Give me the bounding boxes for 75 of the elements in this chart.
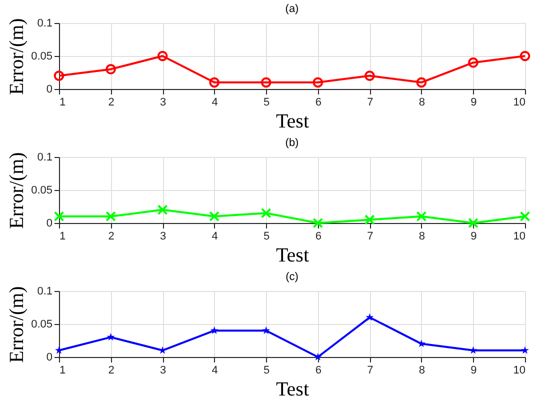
chart-title: (a) [285,3,299,15]
x-tick-label: 10 [513,230,526,242]
x-tick-label: 4 [212,230,218,242]
point [416,211,427,222]
point [364,70,375,81]
x-tick-label: 8 [418,230,426,242]
x-tick-label: 7 [367,230,374,242]
point [416,77,427,88]
point [209,211,220,222]
point [468,57,478,68]
point [262,326,270,334]
y-axis-title: Error/(m) [6,18,28,95]
x-tick-label: 1 [60,364,66,376]
x-tick-label: 2 [108,364,114,376]
x-tick-label: 3 [160,96,166,108]
x-tick-label: 7 [367,364,374,376]
point [157,50,168,62]
x-tick-label: 9 [470,230,477,242]
x-tick-label: 9 [470,364,477,376]
y-tick-label: 0.05 [31,184,52,196]
y-tick-label: 0.1 [37,286,52,298]
x-tick-label: 3 [160,230,166,242]
y-tick-label: 0 [46,218,52,230]
point [106,211,116,222]
point [106,64,116,74]
point [54,70,64,81]
y-axis-title: Error/(m) [6,152,28,229]
x-tick-label: 2 [108,96,114,108]
point [520,211,530,222]
x-tick-label: 4 [212,96,218,108]
x-tick-label: 5 [264,96,270,108]
x-tick-label: 10 [513,364,526,376]
point [209,77,220,88]
x-tick-label: 10 [513,96,526,108]
point [312,218,324,228]
x-tick-label: 8 [418,96,426,108]
x-axis-title: Test [276,244,310,266]
x-tick-label: 3 [160,364,166,376]
chart-title: (c) [286,271,298,283]
point [521,346,529,354]
point [54,211,64,222]
y-tick-label: 0.05 [31,50,52,62]
x-axis-title: Test [276,110,310,132]
x-axis-title: Test [276,378,310,400]
point [106,333,115,341]
point [157,204,168,215]
point [210,326,218,334]
x-tick-label: 6 [315,364,322,376]
point [364,214,375,225]
y-tick-label: 0 [46,84,52,96]
x-tick-label: 2 [108,230,114,242]
point [314,352,322,360]
point [417,340,426,348]
x-tick-label: 5 [264,364,270,376]
x-tick-label: 4 [212,364,218,376]
point [366,313,374,321]
point [312,77,324,88]
y-tick-label: 0.1 [37,18,52,30]
y-tick-label: 0.1 [37,152,52,164]
y-axis-title: Error/(m) [6,286,28,363]
point [468,218,478,228]
y-tick-label: 0 [46,352,52,364]
x-tick-label: 1 [60,96,66,108]
x-tick-label: 5 [264,230,270,242]
x-tick-label: 8 [418,364,426,376]
x-tick-label: 9 [470,96,477,108]
y-tick-label: 0.05 [31,318,52,330]
point [260,208,272,218]
point [260,77,272,88]
x-tick-label: 6 [315,96,322,108]
point [520,50,530,62]
chart-title: (b) [285,137,299,149]
x-tick-label: 6 [315,230,322,242]
x-tick-label: 1 [60,230,66,242]
x-tick-label: 7 [367,96,374,108]
